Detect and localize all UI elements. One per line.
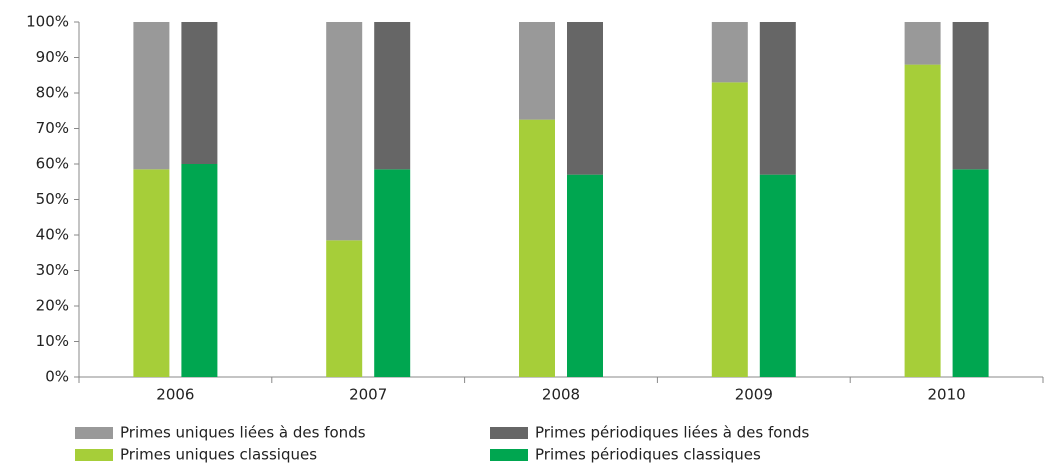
bar-segment: [711, 22, 748, 83]
bar-segment: [711, 82, 748, 377]
bar-segment: [133, 22, 170, 170]
bar-segment: [952, 169, 989, 377]
x-tick-label: 2010: [928, 386, 966, 404]
bar-segment: [374, 169, 411, 377]
x-tick-label: 2006: [156, 386, 194, 404]
bar-segment: [904, 64, 941, 377]
y-tick-label: 60%: [36, 155, 69, 173]
bar-segment: [759, 174, 796, 377]
bar-segment: [519, 119, 555, 377]
y-tick-label: 50%: [36, 190, 69, 208]
y-tick-label: 70%: [36, 119, 69, 137]
legend-swatch: [75, 427, 113, 439]
bar-segment: [567, 22, 603, 175]
y-tick-label: 20%: [36, 297, 69, 315]
y-tick-label: 0%: [45, 368, 69, 386]
legend-label: Primes uniques liées à des fonds: [120, 424, 366, 442]
y-tick-label: 100%: [26, 13, 69, 31]
bar-segment: [181, 164, 218, 377]
legend-label: Primes périodiques classiques: [535, 446, 761, 464]
bar-segment: [181, 22, 218, 164]
x-tick-label: 2008: [542, 386, 580, 404]
bar-segment: [519, 22, 555, 120]
bar-segment: [326, 240, 363, 377]
legend-swatch: [490, 427, 528, 439]
y-tick-label: 30%: [36, 261, 69, 279]
y-tick-label: 80%: [36, 84, 69, 102]
legend-label: Primes périodiques liées à des fonds: [535, 424, 809, 442]
legend-swatch: [75, 449, 113, 461]
bar-segment: [952, 22, 989, 170]
y-tick-label: 10%: [36, 332, 69, 350]
bar-segment: [567, 174, 603, 377]
bar-segment: [133, 169, 170, 377]
x-tick-label: 2007: [349, 386, 387, 404]
x-tick-label: 2009: [735, 386, 773, 404]
y-tick-label: 90%: [36, 48, 69, 66]
legend-label: Primes uniques classiques: [120, 446, 317, 464]
bar-segment: [374, 22, 411, 170]
bar-segment: [904, 22, 941, 65]
y-tick-label: 40%: [36, 226, 69, 244]
legend-swatch: [490, 449, 528, 461]
bar-segment: [326, 22, 363, 241]
bar-segment: [759, 22, 796, 175]
